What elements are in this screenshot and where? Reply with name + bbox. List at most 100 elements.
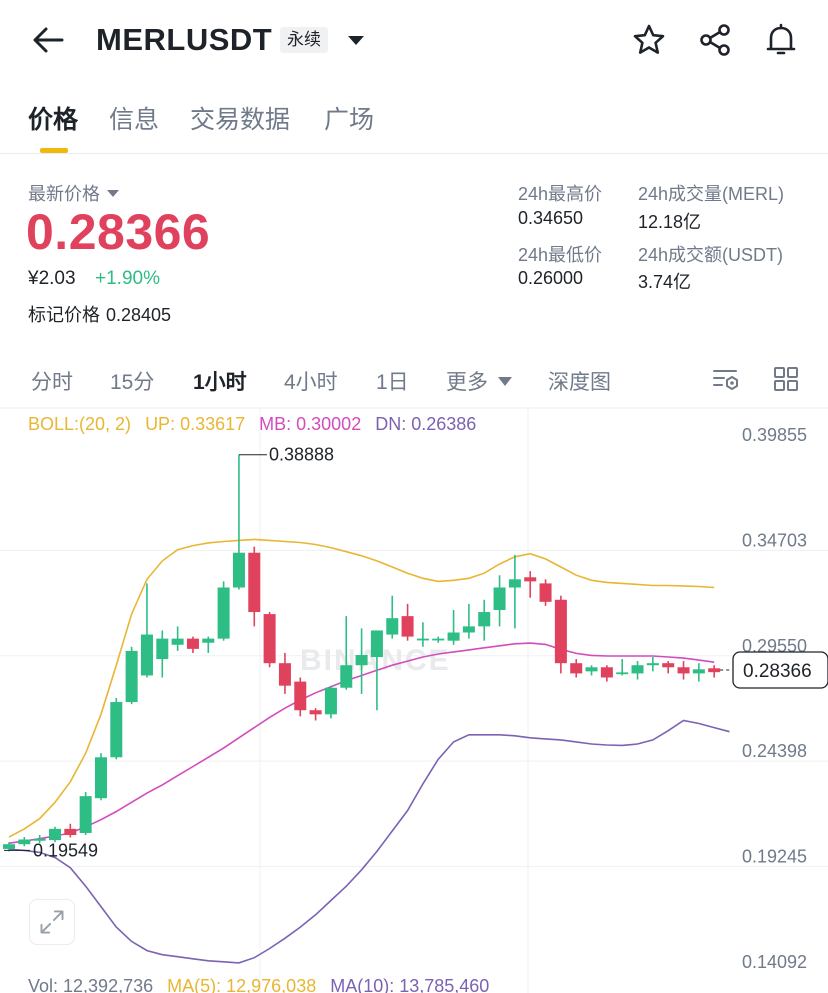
candle-body [3,844,15,849]
candle-body [140,634,153,676]
indicator-settings-icon[interactable] [711,364,741,394]
candle-body [94,757,107,799]
volume-24h-label: 24h成交量(MERL) [638,184,785,204]
caret-down-icon [107,190,119,197]
y-tick-label: 0.39855 [742,425,807,445]
tab-square[interactable]: 广场 [324,106,375,134]
star-icon[interactable] [631,22,667,58]
mark-price-label: 标记价格 [28,305,100,325]
high-24h-value: 0.34650 [518,208,584,228]
candle-body [186,638,199,649]
candlestick-chart[interactable]: 0.39855 0.34703 0.29550 0.24398 0.19245 0.140… [0,405,828,993]
tf-15m[interactable]: 15分 [110,371,155,394]
tab-price[interactable]: 价格 [28,106,79,134]
perpetual-badge: 永续 [280,27,328,53]
boll-up: UP: 0.33617 [145,414,246,434]
tf-timeline[interactable]: 分时 [31,371,73,394]
tf-4h[interactable]: 4小时 [284,371,338,394]
mark-price: 标记价格 0.28405 [28,301,171,327]
last-price: 0.28366 [26,204,211,260]
back-arrow-icon[interactable] [28,22,68,58]
candle-body [478,612,491,627]
share-icon[interactable] [697,22,733,58]
candle-body [232,552,245,588]
candle-body [248,552,261,613]
high-marker-label: 0.38888 [269,445,334,465]
candle-body [432,638,445,641]
candle-body [340,665,353,688]
candle-body [539,583,552,602]
candle-body [79,796,92,833]
boll-up-line [8,538,715,838]
low-24h-label: 24h最低价 [518,245,603,265]
bell-icon[interactable] [763,22,799,58]
price-change: +1.90% [95,268,160,289]
boll-dn-line [8,719,730,964]
boll-dn: DN: 0.26386 [375,414,477,434]
layout-grid-icon[interactable] [771,364,801,394]
tf-1d[interactable]: 1日 [376,371,409,394]
amount-24h-label: 24h成交额(USDT) [638,245,784,265]
candle-body [33,838,46,841]
candle-body [217,587,230,639]
candle-body [125,650,138,703]
candle-body [386,618,399,635]
candle-body [493,587,506,610]
main-tabs: 价格 信息 交易数据 广场 [0,96,828,154]
candle-body [508,579,521,588]
vol-ma10: MA(10): 13,785,460 [330,976,490,993]
y-tick-label: 0.14092 [742,952,807,972]
candle-body [585,667,598,672]
tf-1h[interactable]: 1小时 [193,371,247,394]
candle-body [631,665,644,674]
candle-body [570,663,583,674]
symbol-title[interactable]: MERLUSDT [96,22,273,57]
candle-body [156,638,169,660]
candle-body [48,828,61,841]
candle-body [64,828,77,836]
boll-legend: BOLL:(20, 2) UP: 0.33617 MB: 0.30002 DN: 0.… [28,414,490,435]
latest-price-label[interactable]: 最新价格 [28,180,119,206]
candle-body [309,710,322,715]
candle-body [677,667,690,674]
active-tab-indicator [40,148,68,153]
candle-body [447,632,460,641]
candle-body [324,687,337,715]
amount-24h-value: 3.74亿 [638,272,692,292]
price-cny: ¥2.03 [28,268,76,289]
y-tick-label: 0.34703 [742,530,807,550]
candle-body [18,839,31,845]
tab-info[interactable]: 信息 [109,106,160,134]
volume-legend: Vol: 12,392,736 MA(5): 12,976,038 MA(10): … [28,976,503,993]
boll-mb: MB: 0.30002 [259,414,362,434]
candle-body [202,638,215,643]
candle-body [662,663,675,668]
candle-body [110,702,123,758]
low-24h-value: 0.26000 [518,268,584,288]
candle-body [370,630,383,658]
candle-body [278,663,291,686]
tab-trading-data[interactable]: 交易数据 [190,106,291,134]
chevron-down-icon[interactable] [344,31,368,49]
candle-body [171,638,184,645]
tf-more[interactable]: 更多 [446,366,512,396]
fullscreen-icon[interactable] [29,899,75,945]
candle-body [616,672,629,675]
vol-ma5: MA(5): 12,976,038 [167,976,317,993]
candle-body [600,667,613,678]
boll-params: BOLL:(20, 2) [28,414,132,434]
candle-body [355,655,368,666]
candle-body [554,599,567,664]
mark-price-value: 0.28405 [106,305,172,325]
vol-value: Vol: 12,392,736 [28,976,154,993]
candle-body [294,681,307,711]
candle-body [401,616,414,637]
candle-body [646,663,659,666]
last-price-tag [732,651,828,689]
tf-depth[interactable]: 深度图 [548,371,611,394]
y-tick-label: 0.29550 [742,636,807,656]
y-tick-label: 0.24398 [742,741,807,761]
candle-body [462,626,475,633]
candle-body [263,614,276,664]
low-marker-label: 0.19549 [33,840,98,860]
